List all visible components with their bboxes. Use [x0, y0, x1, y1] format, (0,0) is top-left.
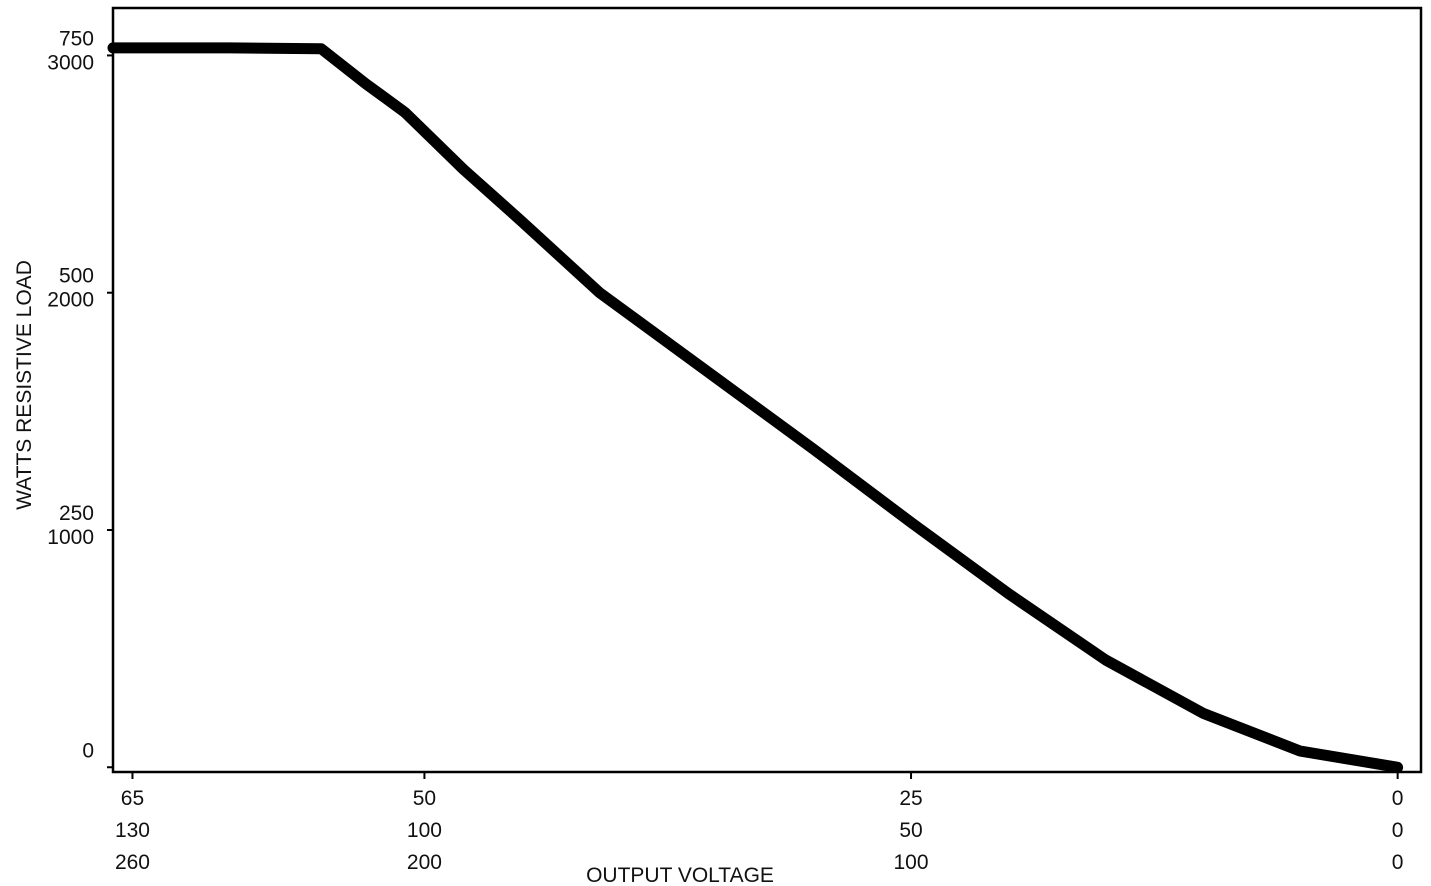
- y-tick-label: 250: [59, 502, 94, 525]
- y-tick-label: 750: [59, 27, 94, 50]
- x-tick-label: 25: [899, 787, 922, 810]
- x-axis-title: OUTPUT VOLTAGE: [586, 864, 774, 886]
- x-tick-label: 0: [1392, 851, 1404, 874]
- x-tick-label: 50: [899, 819, 922, 842]
- y-axis-title: WATTS RESISTIVE LOAD: [13, 260, 36, 510]
- x-tick-label: 200: [407, 851, 442, 874]
- x-tick-label: 100: [407, 819, 442, 842]
- x-axis-ticks: 65 130 260 50 100 200 25 50 100 0 0 0: [115, 772, 1404, 874]
- x-tick-label: 50: [413, 787, 436, 810]
- y-tick-label: 0: [82, 739, 94, 762]
- series-line: [107, 42, 1404, 773]
- y-tick-label: 2000: [47, 289, 94, 312]
- x-tick-label: 65: [121, 787, 144, 810]
- series-layer: [107, 42, 1404, 773]
- y-tick-label: 3000: [47, 51, 94, 74]
- y-tick-label: 1000: [47, 526, 94, 549]
- y-tick-label: 500: [59, 265, 94, 288]
- x-tick-label: 130: [115, 819, 150, 842]
- x-tick-label: 100: [894, 851, 929, 874]
- x-tick-label: 260: [115, 851, 150, 874]
- x-tick-label: 0: [1392, 819, 1404, 842]
- plot-frame: [111, 6, 1423, 774]
- x-tick-label: 0: [1392, 787, 1404, 810]
